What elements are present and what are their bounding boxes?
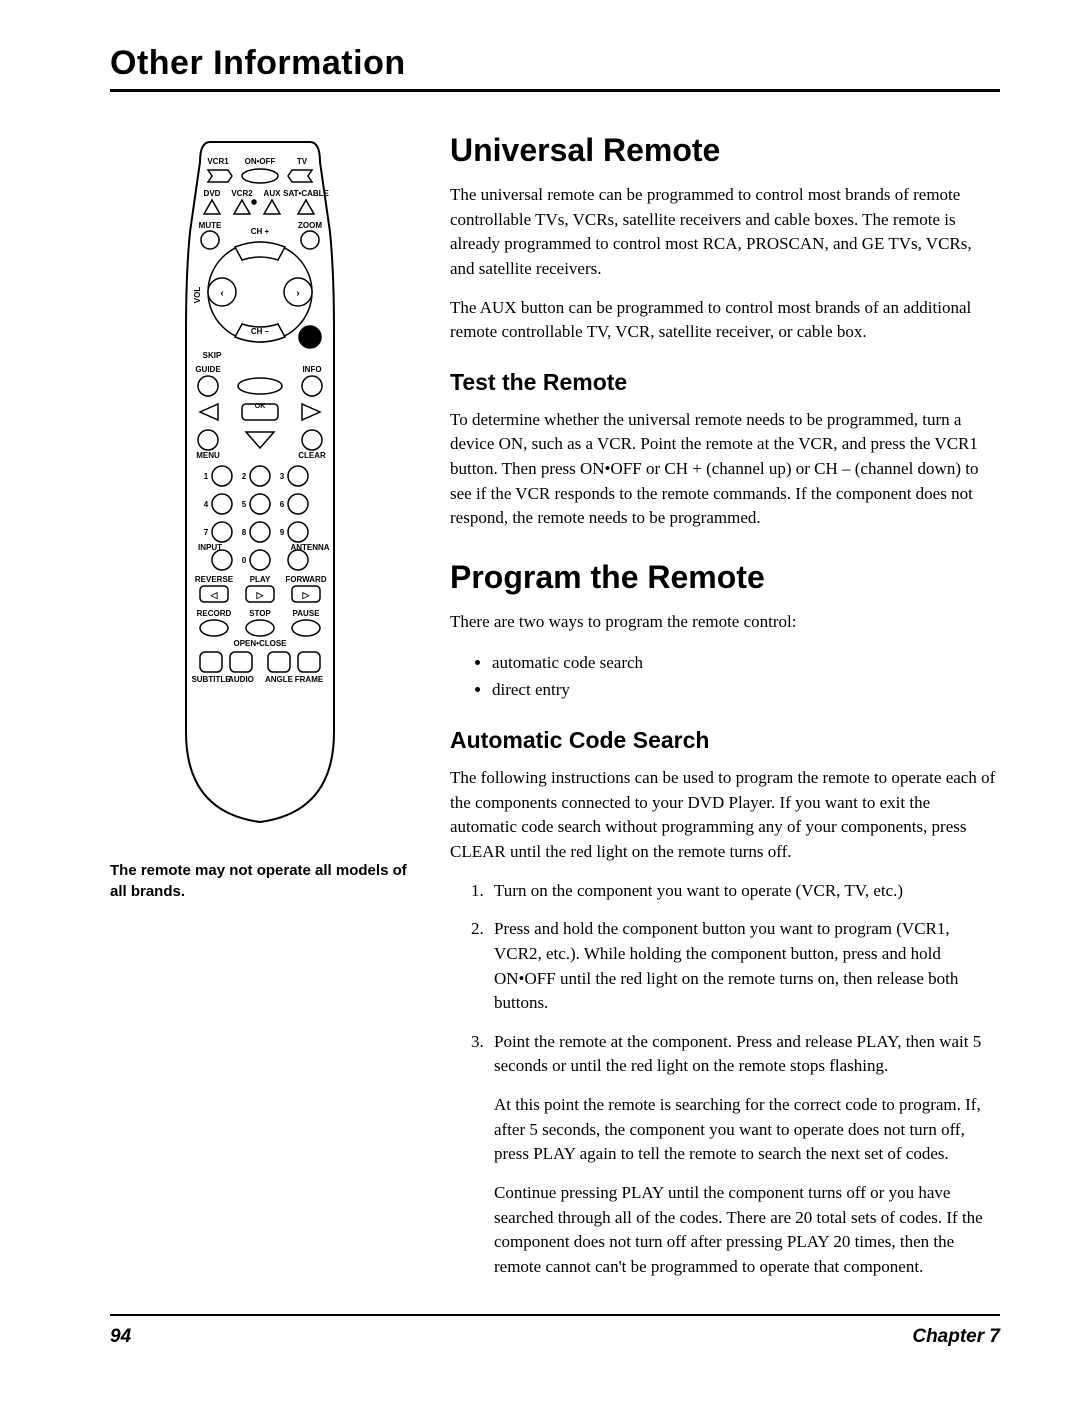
label-mute: MUTE	[199, 221, 222, 230]
label-input: INPUT	[198, 543, 222, 552]
svg-text:4: 4	[204, 500, 209, 509]
label-clear: CLEAR	[298, 451, 326, 460]
program-intro: There are two ways to program the remote…	[450, 610, 1000, 635]
svg-text:‹: ‹	[220, 288, 223, 299]
step-3-text: Point the remote at the component. Press…	[494, 1032, 981, 1076]
label-zoom: ZOOM	[298, 221, 322, 230]
step-1-text: Turn on the component you want to operat…	[494, 881, 903, 900]
remote-diagram: VCR1 ON•OFF TV DVD VCR2 AUX SAT•CABLE	[150, 132, 370, 832]
auto-code-p1: The following instructions can be used t…	[450, 766, 1000, 865]
step-3-sub1: At this point the remote is searching fo…	[494, 1093, 1000, 1167]
title-rule	[110, 89, 1000, 92]
label-info: INFO	[302, 365, 321, 374]
svg-text:2: 2	[242, 472, 247, 481]
label-aux: AUX	[264, 189, 282, 198]
label-chplus: CH +	[251, 227, 270, 236]
label-record: RECORD	[197, 609, 232, 618]
svg-text:▷: ▷	[256, 590, 265, 600]
label-frame: FRAME	[295, 675, 324, 684]
label-onoff: ON•OFF	[245, 157, 276, 166]
program-methods-list: automatic code search direct entry	[450, 649, 1000, 703]
label-openclose: OPEN•CLOSE	[233, 639, 287, 648]
label-menu: MENU	[196, 451, 220, 460]
label-audio: AUDIO	[228, 675, 254, 684]
label-chminus: CH –	[251, 327, 270, 336]
svg-text:7: 7	[204, 528, 209, 537]
step-2-text: Press and hold the component button you …	[494, 919, 958, 1012]
label-ok: OK	[255, 403, 266, 410]
bullet-automatic: automatic code search	[492, 649, 1000, 676]
label-stop: STOP	[249, 609, 271, 618]
bullet-direct: direct entry	[492, 676, 1000, 703]
label-dvd: DVD	[204, 189, 221, 198]
label-vol: VOL	[193, 287, 202, 304]
label-guide: GUIDE	[195, 365, 221, 374]
footer-rule	[110, 1314, 1000, 1316]
label-reverse: REVERSE	[195, 575, 234, 584]
heading-test-remote: Test the Remote	[450, 369, 1000, 396]
label-play: PLAY	[250, 575, 271, 584]
left-column: VCR1 ON•OFF TV DVD VCR2 AUX SAT•CABLE	[110, 132, 410, 1294]
auto-code-steps: Turn on the component you want to operat…	[450, 879, 1000, 1280]
label-antenna: ANTENNA	[290, 543, 329, 552]
svg-text:0: 0	[242, 556, 247, 565]
svg-text:◁: ◁	[210, 590, 219, 600]
heading-program-remote: Program the Remote	[450, 559, 1000, 596]
label-skip: SKIP	[203, 351, 222, 360]
page-title: Other Information	[110, 44, 1000, 83]
step-1: Turn on the component you want to operat…	[488, 879, 1000, 904]
svg-text:9: 9	[280, 528, 285, 537]
step-2: Press and hold the component button you …	[488, 917, 1000, 1016]
step-3: Point the remote at the component. Press…	[488, 1030, 1000, 1280]
page-footer: 94 Chapter 7	[110, 1314, 1000, 1348]
heading-universal-remote: Universal Remote	[450, 132, 1000, 169]
svg-text:3: 3	[280, 472, 285, 481]
label-tv: TV	[297, 157, 308, 166]
remote-caption: The remote may not operate all models of…	[110, 860, 410, 902]
heading-auto-code-search: Automatic Code Search	[450, 727, 1000, 754]
content-columns: VCR1 ON•OFF TV DVD VCR2 AUX SAT•CABLE	[110, 132, 1000, 1294]
svg-text:1: 1	[204, 472, 209, 481]
svg-text:6: 6	[280, 500, 285, 509]
chapter-label: Chapter 7	[912, 1326, 1000, 1348]
label-pause: PAUSE	[293, 609, 321, 618]
label-satcable: SAT•CABLE	[283, 189, 329, 198]
label-vcr1: VCR1	[207, 157, 229, 166]
test-remote-p1: To determine whether the universal remot…	[450, 408, 1000, 531]
label-vcr2: VCR2	[231, 189, 253, 198]
page-number: 94	[110, 1326, 131, 1348]
universal-remote-p1: The universal remote can be programmed t…	[450, 183, 1000, 282]
label-subtitle: SUBTITLE	[191, 675, 231, 684]
svg-text:8: 8	[242, 528, 247, 537]
right-column: Universal Remote The universal remote ca…	[450, 132, 1000, 1294]
svg-text:›: ›	[296, 288, 299, 299]
label-angle: ANGLE	[265, 675, 294, 684]
universal-remote-p2: The AUX button can be programmed to cont…	[450, 296, 1000, 345]
svg-text:5: 5	[242, 500, 247, 509]
step-3-sub2: Continue pressing PLAY until the compone…	[494, 1181, 1000, 1280]
svg-text:▷: ▷	[302, 590, 311, 600]
label-forward: FORWARD	[285, 575, 326, 584]
